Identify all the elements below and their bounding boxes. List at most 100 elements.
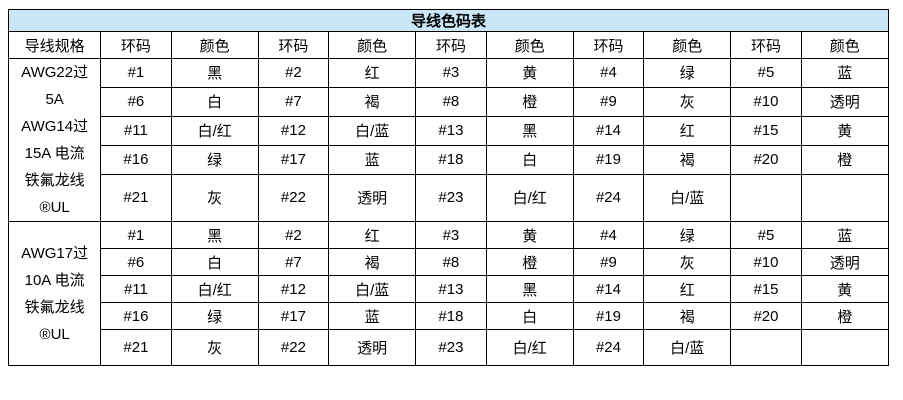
color-cell: 红: [328, 58, 417, 88]
ring-code-cell: #17: [257, 302, 330, 330]
ring-code-cell: #11: [100, 115, 172, 146]
ring-code-cell: #3: [415, 58, 487, 88]
header-color-cell: 颜色: [328, 31, 417, 59]
color-cell: [800, 329, 890, 366]
ring-code-cell: #16: [100, 144, 172, 175]
ring-code-cell: #5: [730, 221, 802, 249]
ring-code-cell: #22: [257, 173, 330, 223]
table-row: AWG17过 10A 电流 铁氟龙线 ®UL #1 黑 #2 红 #3 黄 #4 绿 #5 蓝: [7, 221, 890, 366]
ring-code-cell: #8: [415, 248, 487, 276]
ring-code-cell: #18: [415, 144, 487, 175]
ring-code-cell: #20: [730, 302, 802, 330]
color-cell: 白: [485, 144, 574, 175]
color-cell: 橙: [485, 248, 574, 276]
ring-code-cell: #24: [572, 173, 645, 223]
color-cell: 橙: [800, 302, 890, 330]
ring-code-cell: #2: [257, 58, 330, 88]
ring-code-cell: #10: [730, 248, 802, 276]
color-cell: 透明: [800, 248, 890, 276]
color-cell: 透明: [328, 329, 417, 366]
color-cell: 黑: [170, 58, 259, 88]
ring-code-cell: #16: [100, 302, 172, 330]
color-cell: 黑: [485, 275, 574, 303]
ring-code-cell: #2: [257, 221, 330, 249]
ring-code-cell: #19: [572, 302, 645, 330]
header-color-cell: 颜色: [170, 31, 259, 59]
ring-code-cell: [730, 329, 802, 366]
color-cell: 绿: [170, 302, 259, 330]
color-cell: 白/蓝: [328, 275, 417, 303]
ring-code-cell: #23: [415, 173, 487, 223]
header-ring-code-cell: 环码: [415, 31, 487, 59]
ring-code-cell: [730, 173, 802, 223]
color-cell: 白/蓝: [643, 329, 732, 366]
color-cell: 黄: [485, 221, 574, 249]
header-ring-code-cell: 环码: [730, 31, 802, 59]
color-cell: 褐: [643, 302, 732, 330]
title-row: 导线色码表: [8, 9, 889, 32]
ring-code-cell: #12: [257, 275, 330, 303]
color-cell: 褐: [328, 248, 417, 276]
ring-code-cell: #7: [257, 248, 330, 276]
spec-section-1: AWG22过 5A AWG14过 15A 电流 铁氟龙线 ®UL #1 黑 #2 红 #3…: [7, 58, 890, 223]
color-cell: 白/红: [170, 115, 259, 146]
header-color-cell: 颜色: [643, 31, 732, 59]
color-cell: 黄: [485, 58, 574, 88]
ring-code-cell: #4: [572, 58, 645, 88]
color-cell: 白/红: [485, 329, 574, 366]
color-cell: 白: [170, 248, 259, 276]
color-cell: 灰: [643, 248, 732, 276]
spec-section-2: AWG17过 10A 电流 铁氟龙线 ®UL #1 黑 #2 红 #3 黄 #4 绿 #5 蓝 #6 白…: [7, 221, 890, 366]
ring-code-cell: #24: [572, 329, 645, 366]
color-cell: 橙: [800, 144, 890, 175]
color-cell: 灰: [170, 173, 259, 223]
color-cell: 透明: [800, 86, 890, 117]
ring-code-cell: #12: [257, 115, 330, 146]
color-cell: 黄: [800, 275, 890, 303]
table-row: #11 白/红 #12 白/蓝 #13 黑 #14 红 #15 黄: [9, 115, 890, 146]
spec-cell: AWG17过 10A 电流 铁氟龙线 ®UL: [7, 221, 102, 366]
ring-code-cell: #23: [415, 329, 487, 366]
color-cell: 红: [328, 221, 417, 249]
table-row: #16 绿 #17 蓝 #18 白 #19 褐 #20 橙: [9, 302, 890, 330]
color-cell: 蓝: [800, 58, 890, 88]
color-cell: 褐: [328, 86, 417, 117]
table-row: #16 绿 #17 蓝 #18 白 #19 褐 #20 橙: [9, 144, 890, 175]
ring-code-cell: #21: [100, 329, 172, 366]
table-head: 导线色码表 导线规格 环码 颜色 环码 颜色 环码 颜色 环码 颜色 环码 颜色: [7, 9, 890, 59]
ring-code-cell: #15: [730, 115, 802, 146]
ring-code-cell: #8: [415, 86, 487, 117]
ring-code-cell: #3: [415, 221, 487, 249]
table-row: #21 灰 #22 透明 #23 白/红 #24 白/蓝: [9, 329, 890, 366]
color-cell: 绿: [170, 144, 259, 175]
ring-code-cell: #13: [415, 115, 487, 146]
color-cell: 白/红: [170, 275, 259, 303]
ring-code-cell: #9: [572, 248, 645, 276]
table-row: #6 白 #7 褐 #8 橙 #9 灰 #10 透明: [9, 248, 890, 276]
ring-code-cell: #17: [257, 144, 330, 175]
header-color-cell: 颜色: [800, 31, 890, 59]
ring-code-cell: #11: [100, 275, 172, 303]
table-row: #6 白 #7 褐 #8 橙 #9 灰 #10 透明: [9, 86, 890, 117]
color-cell: 黑: [170, 221, 259, 249]
ring-code-cell: #5: [730, 58, 802, 88]
color-cell: 绿: [643, 221, 732, 249]
color-cell: 红: [643, 275, 732, 303]
color-cell: 灰: [170, 329, 259, 366]
color-cell: 白: [170, 86, 259, 117]
ring-code-cell: #4: [572, 221, 645, 249]
header-ring-code-cell: 环码: [572, 31, 645, 59]
color-cell: 蓝: [328, 144, 417, 175]
header-row: 导线规格 环码 颜色 环码 颜色 环码 颜色 环码 颜色 环码 颜色: [7, 31, 890, 59]
header-ring-code-cell: 环码: [100, 31, 172, 59]
color-cell: 白/蓝: [328, 115, 417, 146]
spec-cell: AWG22过 5A AWG14过 15A 电流 铁氟龙线 ®UL: [7, 58, 102, 222]
ring-code-cell: #9: [572, 86, 645, 117]
ring-code-cell: #20: [730, 144, 802, 175]
ring-code-cell: #19: [572, 144, 645, 175]
ring-code-cell: #14: [572, 115, 645, 146]
color-cell: 黑: [485, 115, 574, 146]
ring-code-cell: #14: [572, 275, 645, 303]
ring-code-cell: #6: [100, 86, 172, 117]
